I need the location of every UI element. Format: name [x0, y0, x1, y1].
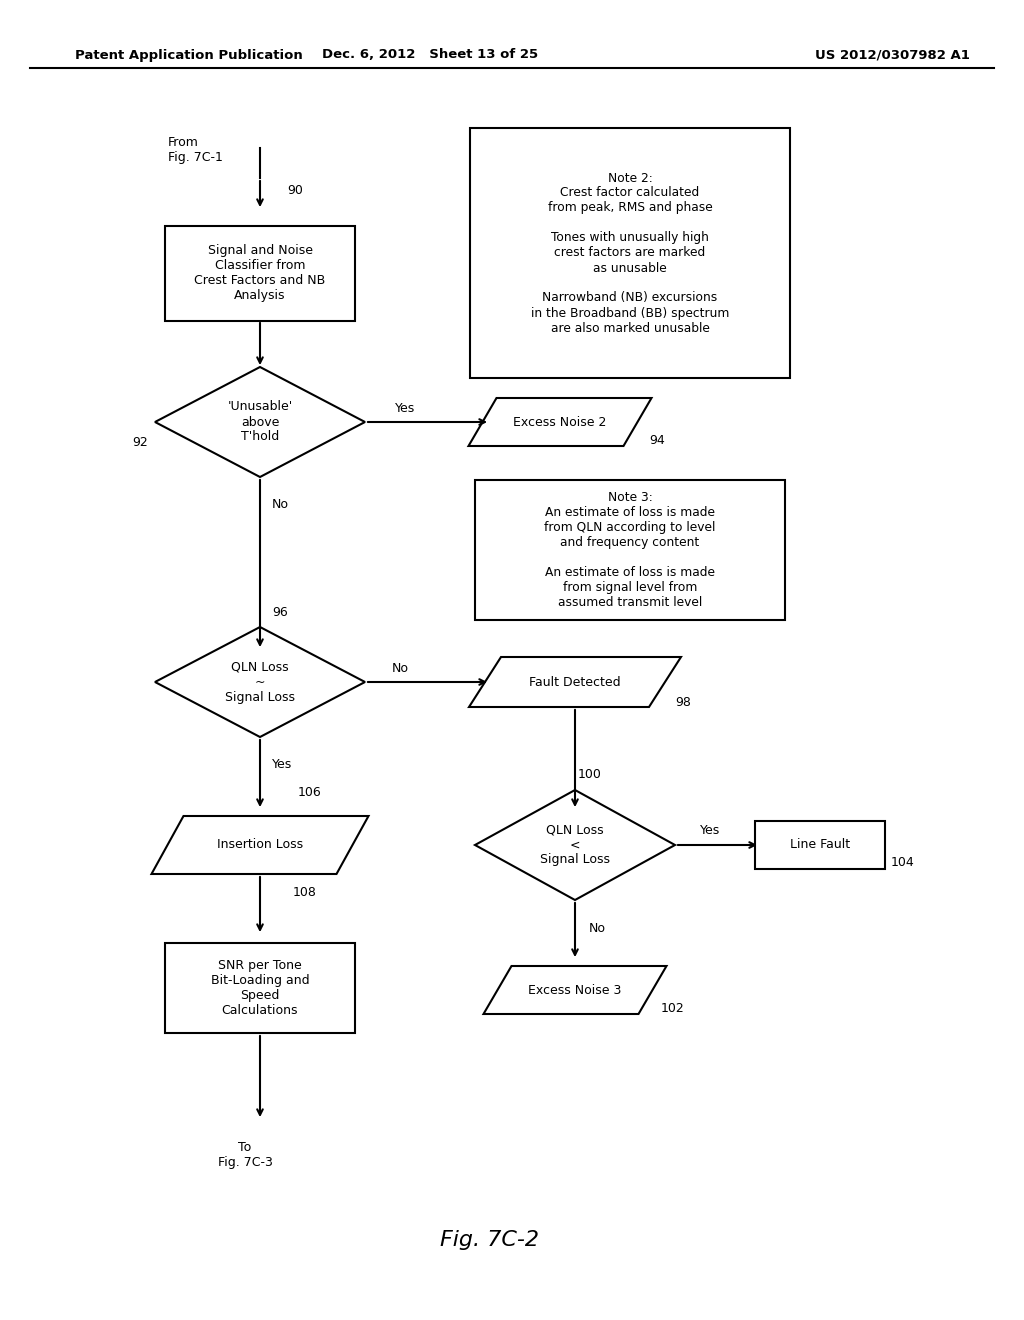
Text: Excess Noise 2: Excess Noise 2 — [513, 416, 606, 429]
Text: 106: 106 — [298, 785, 322, 799]
Text: Dec. 6, 2012   Sheet 13 of 25: Dec. 6, 2012 Sheet 13 of 25 — [322, 49, 538, 62]
Text: SNR per Tone
Bit-Loading and
Speed
Calculations: SNR per Tone Bit-Loading and Speed Calcu… — [211, 960, 309, 1016]
Text: Signal and Noise
Classifier from
Crest Factors and NB
Analysis: Signal and Noise Classifier from Crest F… — [195, 244, 326, 302]
Text: Yes: Yes — [699, 825, 720, 837]
Text: 108: 108 — [293, 887, 317, 899]
Text: 94: 94 — [649, 433, 666, 446]
Bar — [475, 480, 785, 620]
Text: Yes: Yes — [272, 759, 292, 771]
Text: No: No — [271, 499, 289, 511]
Text: Yes: Yes — [395, 401, 415, 414]
Polygon shape — [152, 816, 369, 874]
Bar — [165, 226, 355, 321]
Polygon shape — [469, 657, 681, 708]
Text: Note 2:
Crest factor calculated
from peak, RMS and phase

Tones with unusually h: Note 2: Crest factor calculated from pea… — [530, 172, 729, 334]
Text: 92: 92 — [132, 436, 147, 449]
Polygon shape — [469, 399, 651, 446]
Text: 102: 102 — [660, 1002, 684, 1015]
Text: From
Fig. 7C-1: From Fig. 7C-1 — [168, 136, 223, 164]
Polygon shape — [155, 367, 365, 477]
Text: Note 3:
An estimate of loss is made
from QLN according to level
and frequency co: Note 3: An estimate of loss is made from… — [545, 491, 716, 609]
Text: 100: 100 — [579, 768, 602, 781]
Text: QLN Loss
<
Signal Loss: QLN Loss < Signal Loss — [540, 824, 610, 866]
Text: 'Unusable'
above
T'hold: 'Unusable' above T'hold — [227, 400, 293, 444]
Text: Patent Application Publication: Patent Application Publication — [75, 49, 303, 62]
Text: US 2012/0307982 A1: US 2012/0307982 A1 — [815, 49, 970, 62]
Text: 96: 96 — [272, 606, 288, 619]
Bar — [755, 821, 885, 869]
Text: Excess Noise 3: Excess Noise 3 — [528, 983, 622, 997]
Polygon shape — [475, 789, 675, 900]
Text: 98: 98 — [675, 696, 691, 709]
Polygon shape — [155, 627, 365, 737]
Bar — [470, 128, 790, 378]
Bar — [165, 942, 355, 1034]
Polygon shape — [483, 966, 667, 1014]
Text: 104: 104 — [891, 857, 914, 870]
Text: Line Fault: Line Fault — [790, 838, 850, 851]
Text: 90: 90 — [287, 183, 303, 197]
Text: Fig. 7C-2: Fig. 7C-2 — [440, 1230, 540, 1250]
Text: No: No — [391, 661, 409, 675]
Text: Fault Detected: Fault Detected — [529, 676, 621, 689]
Text: Insertion Loss: Insertion Loss — [217, 838, 303, 851]
Text: No: No — [589, 921, 605, 935]
Text: QLN Loss
~
Signal Loss: QLN Loss ~ Signal Loss — [225, 660, 295, 704]
Text: To
Fig. 7C-3: To Fig. 7C-3 — [217, 1140, 272, 1170]
